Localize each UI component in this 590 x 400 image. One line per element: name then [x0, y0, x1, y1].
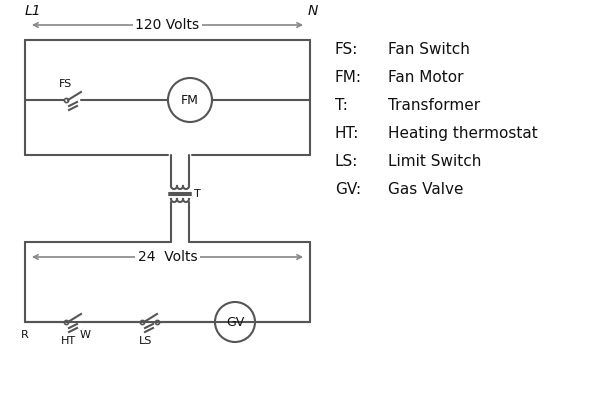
Text: HT:: HT:	[335, 126, 359, 141]
Text: Limit Switch: Limit Switch	[388, 154, 481, 169]
Text: Fan Switch: Fan Switch	[388, 42, 470, 57]
Text: FS:: FS:	[335, 42, 358, 57]
Text: FM: FM	[181, 94, 199, 106]
Text: L1: L1	[25, 4, 42, 18]
Text: Transformer: Transformer	[388, 98, 480, 113]
Text: LS: LS	[139, 336, 153, 346]
Text: LS:: LS:	[335, 154, 358, 169]
Text: HT: HT	[60, 336, 76, 346]
Text: GV:: GV:	[335, 182, 361, 197]
Text: FS: FS	[60, 79, 73, 89]
Text: 120 Volts: 120 Volts	[136, 18, 199, 32]
Text: GV: GV	[226, 316, 244, 328]
Text: Gas Valve: Gas Valve	[388, 182, 464, 197]
Text: FM:: FM:	[335, 70, 362, 85]
FancyArrowPatch shape	[34, 23, 301, 27]
Text: R: R	[21, 330, 29, 340]
Text: T: T	[194, 189, 201, 199]
Text: 24  Volts: 24 Volts	[137, 250, 197, 264]
FancyArrowPatch shape	[34, 255, 301, 259]
Text: Heating thermostat: Heating thermostat	[388, 126, 537, 141]
Text: T:: T:	[335, 98, 348, 113]
Text: N: N	[308, 4, 319, 18]
Text: Fan Motor: Fan Motor	[388, 70, 464, 85]
Text: W: W	[80, 330, 90, 340]
